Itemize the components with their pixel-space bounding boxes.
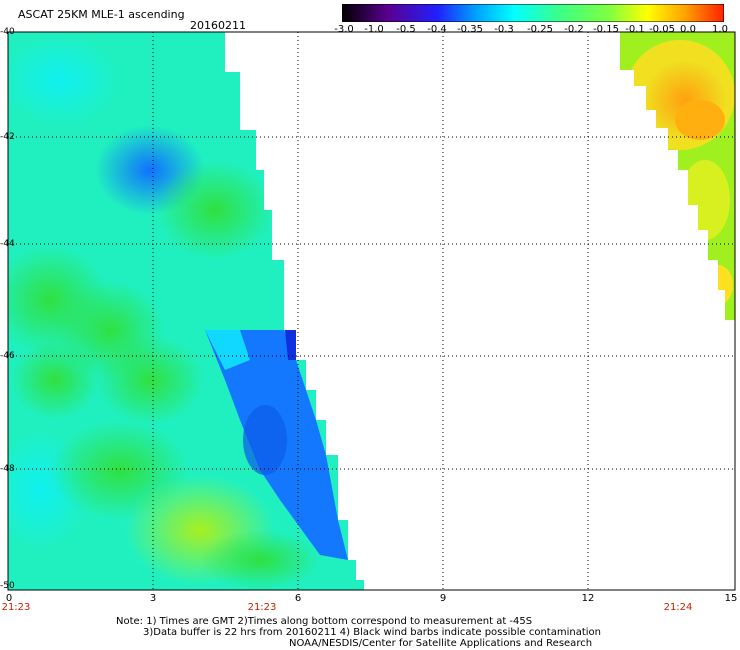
- plot-frame: [7, 31, 736, 591]
- colorbar-label: -0.2: [564, 24, 584, 35]
- chart-date: 20160211: [190, 19, 246, 32]
- colorbar-labels: -3.0 -1.0 -0.5 -0.4 -0.35 -0.3 -0.25 -0.…: [330, 24, 740, 36]
- grid-lines: [8, 32, 735, 590]
- colorbar-label: -0.15: [593, 24, 619, 35]
- time-label: 21:23: [1, 602, 31, 613]
- colorbar-label: -3.0: [334, 24, 354, 35]
- lon-label: 0: [5, 593, 13, 604]
- chart-title: ASCAT 25KM MLE-1 ascending: [18, 8, 185, 21]
- lat-label: -48: [0, 464, 15, 474]
- note-line-1: Note: 1) Times are GMT 2)Times along bot…: [116, 616, 533, 627]
- swath-right: [620, 32, 735, 320]
- time-label: 21:23: [247, 602, 277, 613]
- colorbar: [342, 4, 724, 22]
- lon-label: 6: [294, 593, 302, 604]
- lon-label: 9: [439, 593, 447, 604]
- colorbar-label: -0.35: [457, 24, 483, 35]
- lon-label: 12: [581, 593, 595, 604]
- colorbar-label: -0.5: [396, 24, 416, 35]
- colorbar-label: 1.0: [712, 24, 728, 35]
- lon-label: 15: [724, 593, 738, 604]
- lat-label: -42: [0, 132, 15, 142]
- time-label: 21:24: [663, 602, 693, 613]
- colorbar-label: -0.1: [625, 24, 645, 35]
- colorbar-label: -0.25: [527, 24, 553, 35]
- colorbar-label: 0.0: [680, 24, 696, 35]
- note-line-2: 3)Data buffer is 22 hrs from 20160211 4)…: [143, 627, 601, 638]
- lon-label: 3: [149, 593, 157, 604]
- colorbar-label: -0.05: [649, 24, 675, 35]
- colorbar-label: -1.0: [364, 24, 384, 35]
- note-line-3: NOAA/NESDIS/Center for Satellite Applica…: [289, 638, 593, 649]
- lat-label: -44: [0, 239, 15, 249]
- lat-label: -40: [0, 27, 15, 37]
- colorbar-label: -0.3: [494, 24, 514, 35]
- lat-label: -46: [0, 351, 15, 361]
- lat-label: -50: [0, 581, 15, 591]
- colorbar-label: -0.4: [427, 24, 447, 35]
- swath-left: [8, 32, 364, 590]
